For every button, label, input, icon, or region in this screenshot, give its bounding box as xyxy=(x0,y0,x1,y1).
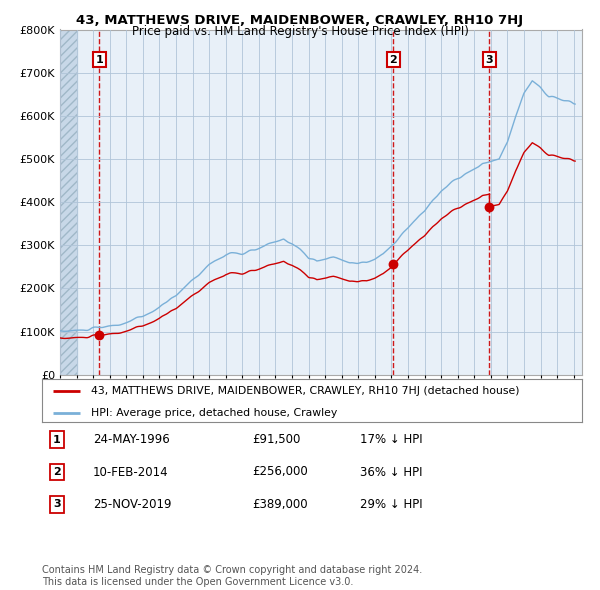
Text: £91,500: £91,500 xyxy=(252,433,301,446)
Point xyxy=(484,202,494,212)
Text: 2: 2 xyxy=(389,55,397,65)
Text: 17% ↓ HPI: 17% ↓ HPI xyxy=(360,433,422,446)
Bar xyxy=(60,30,77,375)
Text: 43, MATTHEWS DRIVE, MAIDENBOWER, CRAWLEY, RH10 7HJ (detached house): 43, MATTHEWS DRIVE, MAIDENBOWER, CRAWLEY… xyxy=(91,386,519,396)
Text: HPI: Average price, detached house, Crawley: HPI: Average price, detached house, Craw… xyxy=(91,408,337,418)
Bar xyxy=(60,30,77,375)
Text: 10-FEB-2014: 10-FEB-2014 xyxy=(93,466,169,478)
Text: 25-NOV-2019: 25-NOV-2019 xyxy=(93,498,172,511)
Point xyxy=(95,330,104,340)
Text: £256,000: £256,000 xyxy=(252,466,308,478)
Text: 29% ↓ HPI: 29% ↓ HPI xyxy=(360,498,422,511)
Text: 24-MAY-1996: 24-MAY-1996 xyxy=(93,433,170,446)
Text: Contains HM Land Registry data © Crown copyright and database right 2024.
This d: Contains HM Land Registry data © Crown c… xyxy=(42,565,422,587)
Text: 1: 1 xyxy=(53,435,61,444)
Text: Price paid vs. HM Land Registry's House Price Index (HPI): Price paid vs. HM Land Registry's House … xyxy=(131,25,469,38)
Text: 2: 2 xyxy=(53,467,61,477)
Text: 3: 3 xyxy=(485,55,493,65)
Text: 43, MATTHEWS DRIVE, MAIDENBOWER, CRAWLEY, RH10 7HJ: 43, MATTHEWS DRIVE, MAIDENBOWER, CRAWLEY… xyxy=(76,14,524,27)
Text: £389,000: £389,000 xyxy=(252,498,308,511)
Text: 36% ↓ HPI: 36% ↓ HPI xyxy=(360,466,422,478)
Text: 3: 3 xyxy=(53,500,61,509)
Point xyxy=(389,260,398,269)
Text: 1: 1 xyxy=(95,55,103,65)
